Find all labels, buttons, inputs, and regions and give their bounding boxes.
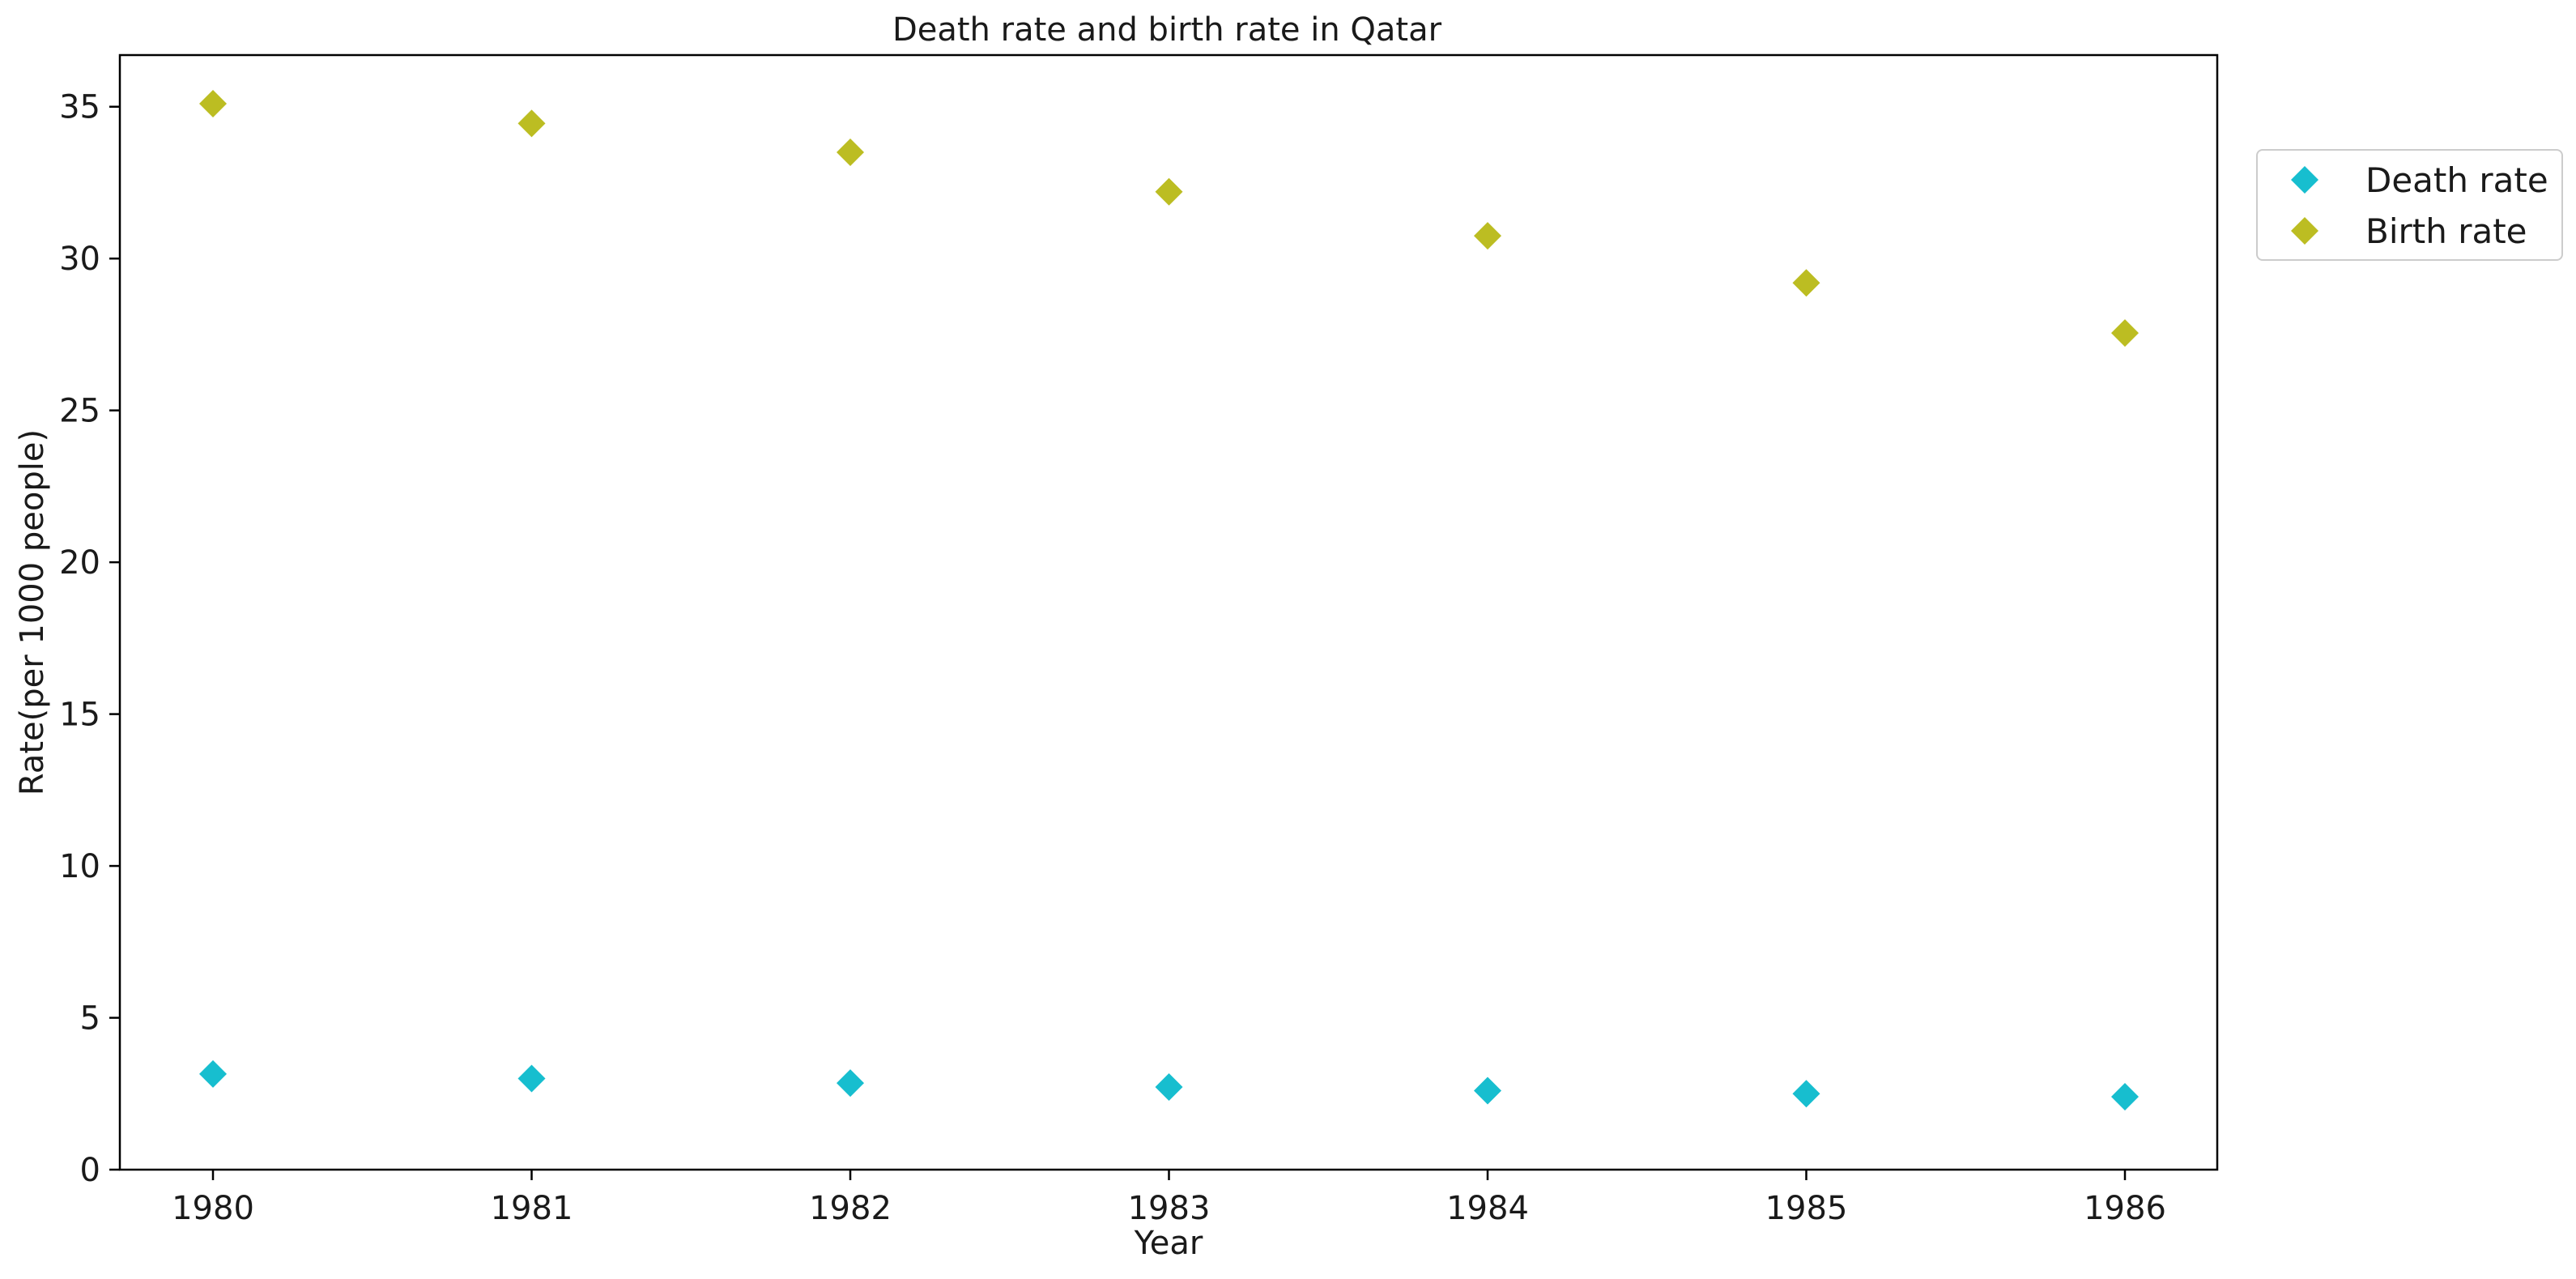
death-rate-point [199, 1059, 227, 1088]
death-rate-point [1792, 1080, 1820, 1108]
legend: Death rate Birth rate [2256, 149, 2563, 261]
y-axis-label: Rate(per 1000 people) [14, 429, 51, 795]
chart-title: Death rate and birth rate in Qatar [892, 11, 1442, 49]
birth-rate-point [837, 138, 864, 166]
death-rate-point [1474, 1076, 1501, 1105]
y-axis: 0 5 10 15 20 25 30 35 [59, 89, 120, 1189]
birth-rate-point [199, 89, 227, 117]
x-axis: 1980 1981 1982 1983 1984 1985 1986 [172, 1170, 2166, 1227]
plot-area [118, 53, 2219, 1171]
birth-rate-point [1474, 222, 1501, 250]
legend-marker-birth-rate [2291, 217, 2318, 245]
y-tick-label: 15 [59, 697, 100, 734]
x-tick-label: 1982 [809, 1190, 892, 1227]
birth-rate-point [2111, 319, 2139, 347]
legend-label-birth-rate: Birth rate [2365, 211, 2527, 251]
x-tick-label: 1983 [1128, 1190, 1211, 1227]
y-tick-label: 35 [59, 89, 100, 126]
data-points [199, 89, 2139, 1111]
x-tick-label: 1984 [1446, 1190, 1529, 1227]
legend-marker-death-rate [2291, 166, 2318, 194]
x-axis-label: Year [1134, 1225, 1203, 1262]
legend-label-death-rate: Death rate [2365, 160, 2548, 200]
x-tick-label: 1981 [491, 1190, 573, 1227]
y-tick-label: 20 [59, 544, 100, 582]
legend-frame [2256, 149, 2563, 261]
y-tick-label: 25 [59, 393, 100, 430]
birth-rate-point [1792, 269, 1820, 297]
y-tick-label: 0 [80, 1152, 100, 1189]
plot-frame [118, 53, 2219, 1171]
y-tick-label: 10 [59, 848, 100, 885]
birth-rate-point [517, 109, 546, 138]
death-rate-point [1155, 1073, 1183, 1102]
y-tick-label: 5 [80, 1000, 100, 1038]
x-tick-label: 1980 [172, 1190, 254, 1227]
birth-rate-point [1155, 177, 1183, 206]
y-tick-label: 30 [59, 241, 100, 278]
x-tick-label: 1986 [2084, 1190, 2166, 1227]
x-tick-label: 1985 [1765, 1190, 1848, 1227]
death-rate-point [2111, 1083, 2139, 1111]
death-rate-point [517, 1064, 546, 1093]
death-rate-point [837, 1069, 864, 1098]
